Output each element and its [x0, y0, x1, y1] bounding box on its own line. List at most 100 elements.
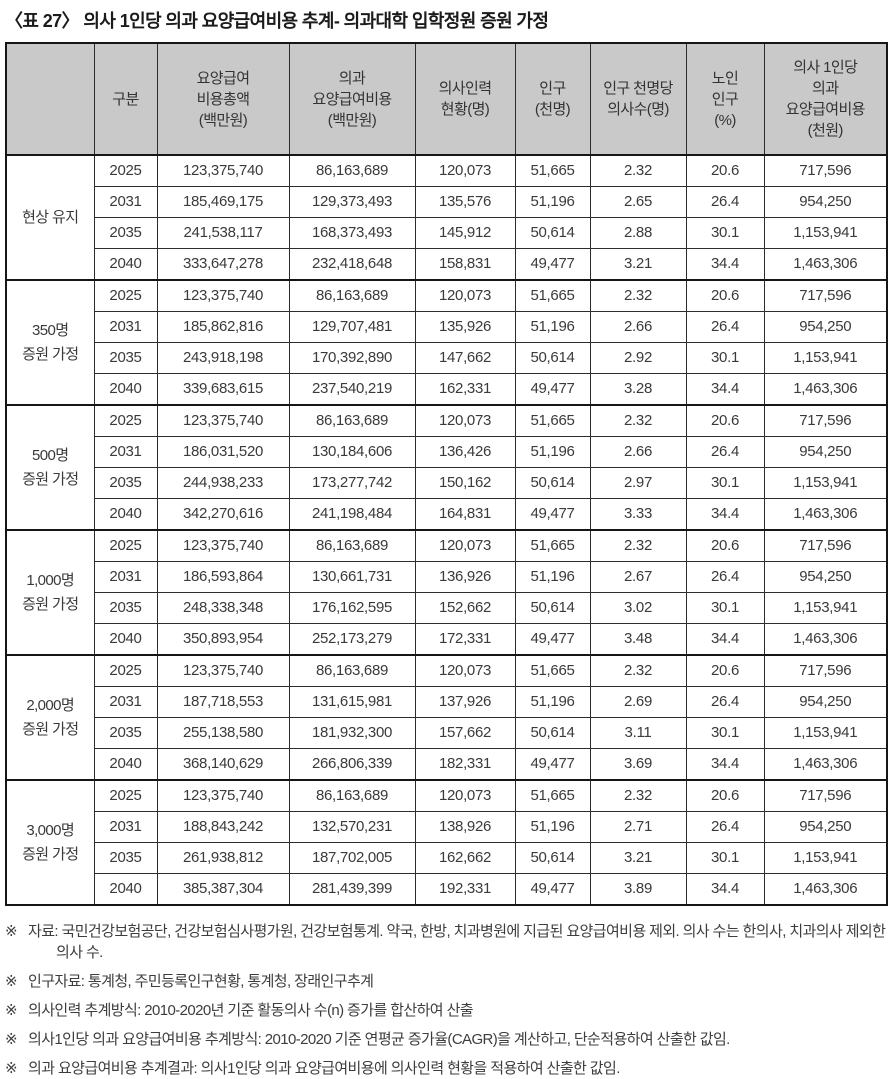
value-cell: 136,426 — [414, 436, 516, 468]
value-cell: 717,596 — [763, 404, 888, 437]
value-cell: 51,196 — [514, 311, 591, 343]
value-cell: 20.6 — [685, 779, 765, 812]
value-cell: 252,173,279 — [288, 623, 416, 656]
value-cell: 3.21 — [589, 842, 687, 874]
year-cell: 2025 — [93, 154, 158, 187]
value-cell: 129,373,493 — [288, 186, 416, 218]
table-row: 2031 186,593,864 130,661,731 136,926 51,196 2… — [6, 561, 888, 593]
value-cell: 30.1 — [685, 842, 765, 874]
scenario-label-cell: 현상 유지 — [5, 154, 95, 281]
value-cell: 241,198,484 — [288, 498, 416, 531]
value-cell: 136,926 — [414, 561, 516, 593]
header-cell-population: 인구 (천명) — [514, 42, 591, 156]
value-cell: 1,153,941 — [763, 217, 888, 249]
table-row: 2035 261,938,812 187,702,005 162,662 50,614 3… — [6, 842, 888, 874]
value-cell: 2.65 — [589, 186, 687, 218]
value-cell: 2.92 — [589, 342, 687, 374]
value-cell: 185,469,175 — [156, 186, 290, 218]
value-cell: 34.4 — [685, 748, 765, 781]
footnote-cagr-method: ※ 의사1인당 의과 요양급여비용 추계방식: 2010-2020 기준 연평균… — [5, 1029, 889, 1050]
value-cell: 50,614 — [514, 342, 591, 374]
value-cell: 51,665 — [514, 779, 591, 812]
value-cell: 1,153,941 — [763, 717, 888, 749]
value-cell: 50,614 — [514, 842, 591, 874]
value-cell: 129,707,481 — [288, 311, 416, 343]
header-cell-gubun: 구분 — [93, 42, 158, 156]
scenario-label-cell: 500명 증원 가정 — [5, 404, 95, 531]
table-row: 2035 255,138,580 181,932,300 157,662 50,614 3… — [6, 717, 888, 749]
value-cell: 3.02 — [589, 592, 687, 624]
value-cell: 3.33 — [589, 498, 687, 531]
value-cell: 1,463,306 — [763, 498, 888, 531]
value-cell: 120,073 — [414, 279, 516, 312]
value-cell: 2.69 — [589, 686, 687, 718]
header-cell-cost-per-physician: 의사 1인당 의과 요양급여비용 (천원) — [763, 42, 888, 156]
scenario-label-cell: 1,000명 증원 가정 — [5, 529, 95, 656]
value-cell: 3.11 — [589, 717, 687, 749]
value-cell: 30.1 — [685, 217, 765, 249]
value-cell: 185,862,816 — [156, 311, 290, 343]
value-cell: 49,477 — [514, 373, 591, 406]
value-cell: 255,138,580 — [156, 717, 290, 749]
value-cell: 51,665 — [514, 529, 591, 562]
table-row: 현상 유지 2025 123,375,740 86,163,689 120,073 51,… — [5, 154, 888, 281]
value-cell: 135,926 — [414, 311, 516, 343]
value-cell: 1,463,306 — [763, 873, 888, 906]
value-cell: 2.32 — [589, 279, 687, 312]
value-cell: 164,831 — [414, 498, 516, 531]
footnote-result-method: ※ 의과 요양급여비용 추계결과: 의사1인당 의과 요양급여비용에 의사인력 … — [5, 1058, 889, 1079]
value-cell: 2.88 — [589, 217, 687, 249]
table-row: 2035 241,538,117 168,373,493 145,912 50,614 2… — [6, 217, 888, 249]
value-cell: 188,843,242 — [156, 811, 290, 843]
value-cell: 51,665 — [514, 654, 591, 687]
value-cell: 51,196 — [514, 686, 591, 718]
value-cell: 3.48 — [589, 623, 687, 656]
header-cell-medical-benefit-cost: 의과 요양급여비용 (백만원) — [288, 42, 416, 156]
value-cell: 49,477 — [514, 873, 591, 906]
year-cell: 2025 — [93, 529, 158, 562]
value-cell: 187,702,005 — [288, 842, 416, 874]
value-cell: 281,439,399 — [288, 873, 416, 906]
value-cell: 1,463,306 — [763, 748, 888, 781]
value-cell: 3.28 — [589, 373, 687, 406]
header-row: 구분 요양급여 비용총액 (백만원) 의과 요양급여비용 (백만원) 의사인력 … — [5, 42, 888, 156]
value-cell: 86,163,689 — [288, 654, 416, 687]
year-cell: 2040 — [93, 248, 158, 281]
footnote-text: 의사1인당 의과 요양급여비용 추계방식: 2010-2020 기준 연평균 증… — [28, 1031, 730, 1048]
value-cell: 192,331 — [414, 873, 516, 906]
value-cell: 30.1 — [685, 717, 765, 749]
header-cell-elderly-pct: 노인 인구 (%) — [685, 42, 765, 156]
value-cell: 26.4 — [685, 811, 765, 843]
value-cell: 123,375,740 — [156, 529, 290, 562]
table-row: 2040 368,140,629 266,806,339 182,331 49,477 3… — [6, 748, 888, 781]
year-cell: 2035 — [93, 592, 158, 624]
value-cell: 1,463,306 — [763, 623, 888, 656]
value-cell: 1,153,941 — [763, 842, 888, 874]
table-row: 2035 244,938,233 173,277,742 150,162 50,614 2… — [6, 467, 888, 499]
year-cell: 2025 — [93, 404, 158, 437]
header-cell-scenario — [5, 42, 95, 156]
value-cell: 173,277,742 — [288, 467, 416, 499]
value-cell: 717,596 — [763, 154, 888, 187]
value-cell: 34.4 — [685, 873, 765, 906]
value-cell: 954,250 — [763, 436, 888, 468]
value-cell: 49,477 — [514, 498, 591, 531]
value-cell: 342,270,616 — [156, 498, 290, 531]
year-cell: 2040 — [93, 498, 158, 531]
value-cell: 51,665 — [514, 279, 591, 312]
value-cell: 26.4 — [685, 686, 765, 718]
value-cell: 244,938,233 — [156, 467, 290, 499]
value-cell: 26.4 — [685, 436, 765, 468]
value-cell: 1,463,306 — [763, 248, 888, 281]
table-row: 2040 339,683,615 237,540,219 162,331 49,477 3… — [6, 373, 888, 406]
value-cell: 86,163,689 — [288, 404, 416, 437]
value-cell: 120,073 — [414, 529, 516, 562]
value-cell: 51,665 — [514, 154, 591, 187]
value-cell: 51,196 — [514, 561, 591, 593]
value-cell: 182,331 — [414, 748, 516, 781]
year-cell: 2031 — [93, 311, 158, 343]
value-cell: 2.32 — [589, 529, 687, 562]
value-cell: 120,073 — [414, 404, 516, 437]
table-row: 1,000명 증원 가정 2025 123,375,740 86,163,689 120… — [5, 529, 888, 656]
table-row: 500명 증원 가정 2025 123,375,740 86,163,689 120,0… — [5, 404, 888, 531]
